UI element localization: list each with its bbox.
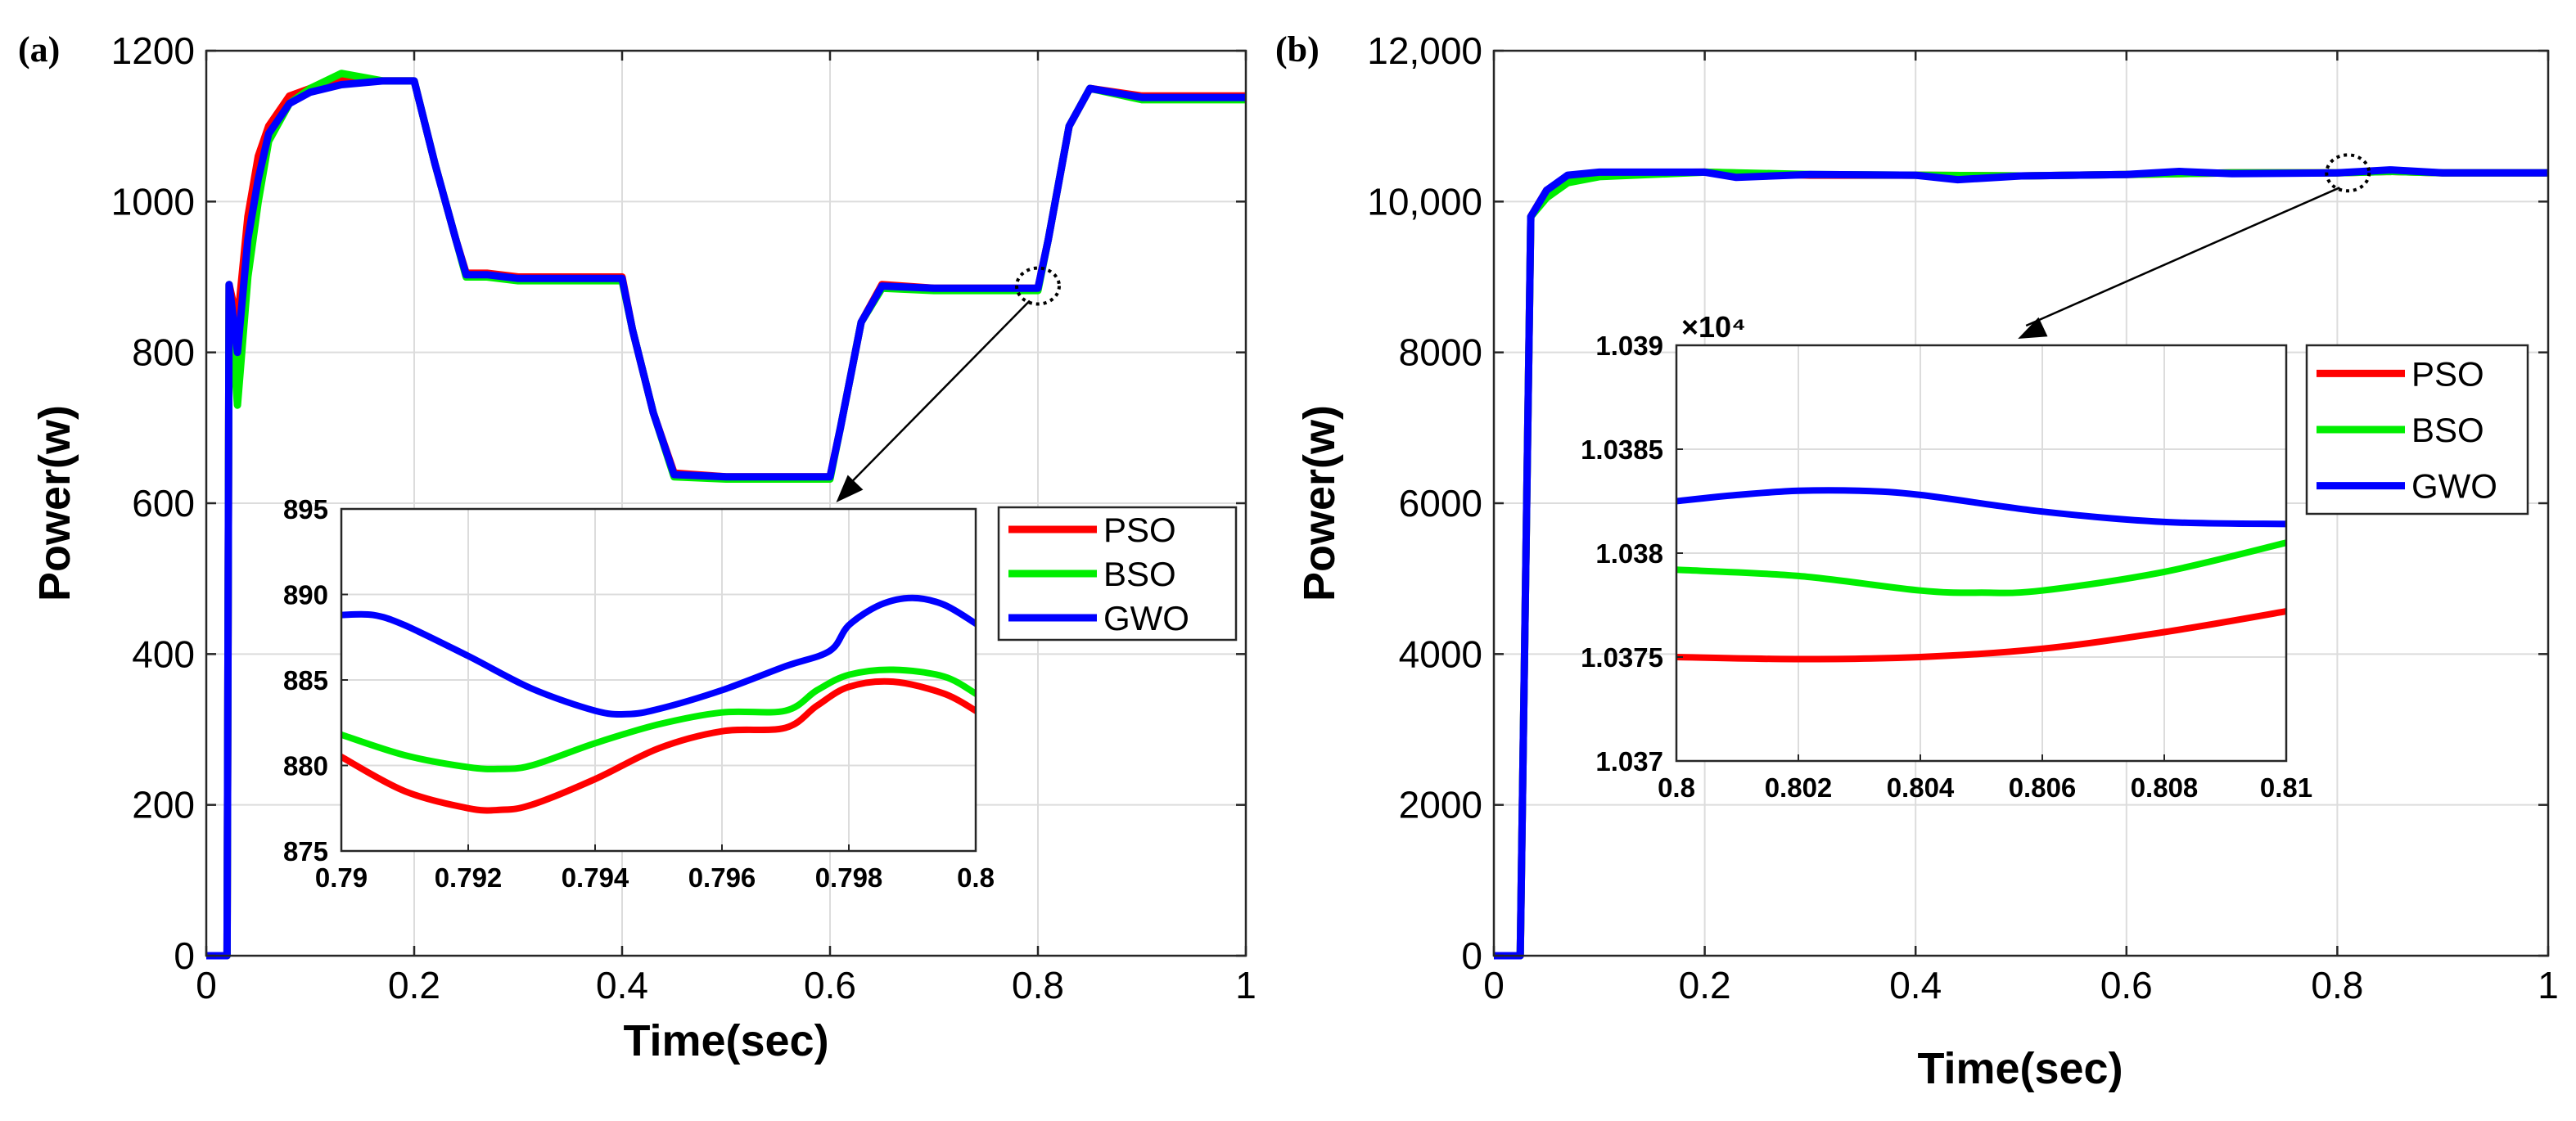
x-axis-title: Time(sec): [1917, 1044, 2123, 1093]
inset-series-group: [1676, 487, 2286, 663]
series-group: [1494, 166, 2548, 960]
x-tick-label: 0.8: [1012, 964, 1064, 1006]
legend-label-pso: PSO: [1103, 511, 1176, 549]
series-group: [206, 70, 1246, 960]
y-tick-label: 1200: [111, 29, 195, 72]
y-tick-label: 4000: [1399, 633, 1482, 675]
y-tick-label: 0: [1461, 934, 1482, 977]
inset-y-tick-label: 875: [283, 836, 328, 867]
legend-label-bso: BSO: [2411, 411, 2484, 449]
inset-exponent-label: ×10⁴: [1681, 310, 1746, 344]
inset-x-tick-label: 0.8: [1658, 772, 1695, 803]
zoom-arrow-line: [2025, 187, 2340, 327]
inset-series-group: [341, 594, 976, 814]
inset-y-tick-label: 880: [283, 751, 328, 781]
inset-series-line-bso: [1676, 539, 2286, 597]
inset-x-tick-label: 0.794: [562, 862, 629, 893]
panel-b: (b) 0 0.2 0.4 0.6 0.8 10200040006000800010,00…: [1275, 29, 2559, 1093]
inset-x-tick-label: 0.796: [688, 862, 756, 893]
legend: PSO BSO GWO: [2305, 344, 2529, 515]
inset-x-tick-label: 0.79: [315, 862, 368, 893]
zoom-arrow-head: [836, 475, 864, 502]
y-tick-label: 10,000: [1367, 180, 1482, 223]
inset-y-tick-label: 1.0375: [1581, 642, 1663, 673]
x-tick-label: 0: [196, 964, 217, 1006]
x-tick-label: 0.6: [804, 964, 856, 1006]
inset-series-line-pso: [1676, 608, 2286, 663]
panel-b-label: (b): [1275, 29, 1320, 70]
zoom-arrow-head: [2018, 317, 2048, 339]
panel-a: (a) 0 0.2 0.4 0.6 0.8 1 0 200 400 600 800 1000 1200 T…: [18, 29, 1256, 1065]
inset-series-line-gwo: [1676, 487, 2286, 528]
zoom-marker: [1015, 266, 1061, 306]
inset-series-line-gwo: [341, 594, 976, 718]
zoom-inset: 0.8 0.802 0.804 0.806 0.808 0.81 1.037 1.0375 1.…: [1581, 310, 2312, 803]
inset-series-line-pso: [341, 678, 976, 814]
x-tick-label: 0.6: [2100, 964, 2153, 1006]
y-tick-label: 400: [132, 633, 195, 675]
x-tick-label: 0.2: [388, 964, 440, 1006]
y-tick-label: 600: [132, 482, 195, 524]
inset-x-tick-label: 0.798: [815, 862, 883, 893]
legend-label-pso: PSO: [2411, 354, 2484, 393]
zoom-marker: [2325, 153, 2371, 193]
inset-y-tick-label: 1.037: [1595, 746, 1663, 777]
x-tick-label: 1: [2538, 964, 2559, 1006]
y-axis-title: Power(w): [30, 405, 79, 601]
x-axis-title: Time(sec): [623, 1016, 828, 1065]
x-tick-label: 0: [1483, 964, 1505, 1006]
inset-y-tick-label: 1.038: [1595, 538, 1663, 569]
x-tick-label: 1: [1235, 964, 1256, 1006]
inset-x-tick-label: 0.792: [435, 862, 503, 893]
x-tick-label: 0.4: [1889, 964, 1942, 1006]
y-tick-label: 2000: [1399, 784, 1482, 826]
series-line-gwo: [206, 77, 1246, 960]
y-axis-title: Power(w): [1295, 405, 1344, 601]
x-tick-label: 0.2: [1679, 964, 1731, 1006]
zoom-inset: 0.79 0.792 0.794 0.796 0.798 0.8 875 880 885 890 8…: [283, 494, 995, 893]
y-tick-label: 12,000: [1367, 29, 1482, 72]
zoom-arrow-line: [843, 299, 1031, 490]
legend-label-gwo: GWO: [1103, 599, 1189, 637]
inset-y-tick-label: 885: [283, 665, 328, 696]
inset-y-tick-label: 890: [283, 580, 328, 610]
inset-series-line-bso: [341, 666, 976, 772]
inset-x-tick-label: 0.81: [2260, 772, 2312, 803]
y-tick-label: 8000: [1399, 331, 1482, 374]
legend: PSO BSO GWO: [997, 506, 1238, 642]
legend-label-bso: BSO: [1103, 555, 1176, 593]
inset-x-tick-label: 0.8: [957, 862, 995, 893]
inset-x-tick-label: 0.802: [1765, 772, 1833, 803]
series-line-gwo: [1494, 166, 2548, 960]
y-tick-label: 0: [174, 934, 195, 977]
inset-y-tick-label: 1.039: [1595, 331, 1663, 361]
y-tick-label: 6000: [1399, 482, 1482, 524]
inset-x-tick-label: 0.808: [2131, 772, 2199, 803]
inset-x-tick-label: 0.804: [1887, 772, 1955, 803]
inset-x-tick-label: 0.806: [2009, 772, 2077, 803]
inset-y-tick-label: 895: [283, 494, 328, 524]
legend-label-gwo: GWO: [2411, 467, 2497, 506]
y-tick-label: 800: [132, 331, 195, 374]
inset-y-tick-label: 1.0385: [1581, 434, 1663, 465]
x-tick-label: 0.4: [596, 964, 648, 1006]
y-tick-label: 1000: [111, 180, 195, 223]
y-tick-label: 200: [132, 784, 195, 826]
panel-a-label: (a): [18, 29, 60, 70]
x-tick-label: 0.8: [2311, 964, 2363, 1006]
